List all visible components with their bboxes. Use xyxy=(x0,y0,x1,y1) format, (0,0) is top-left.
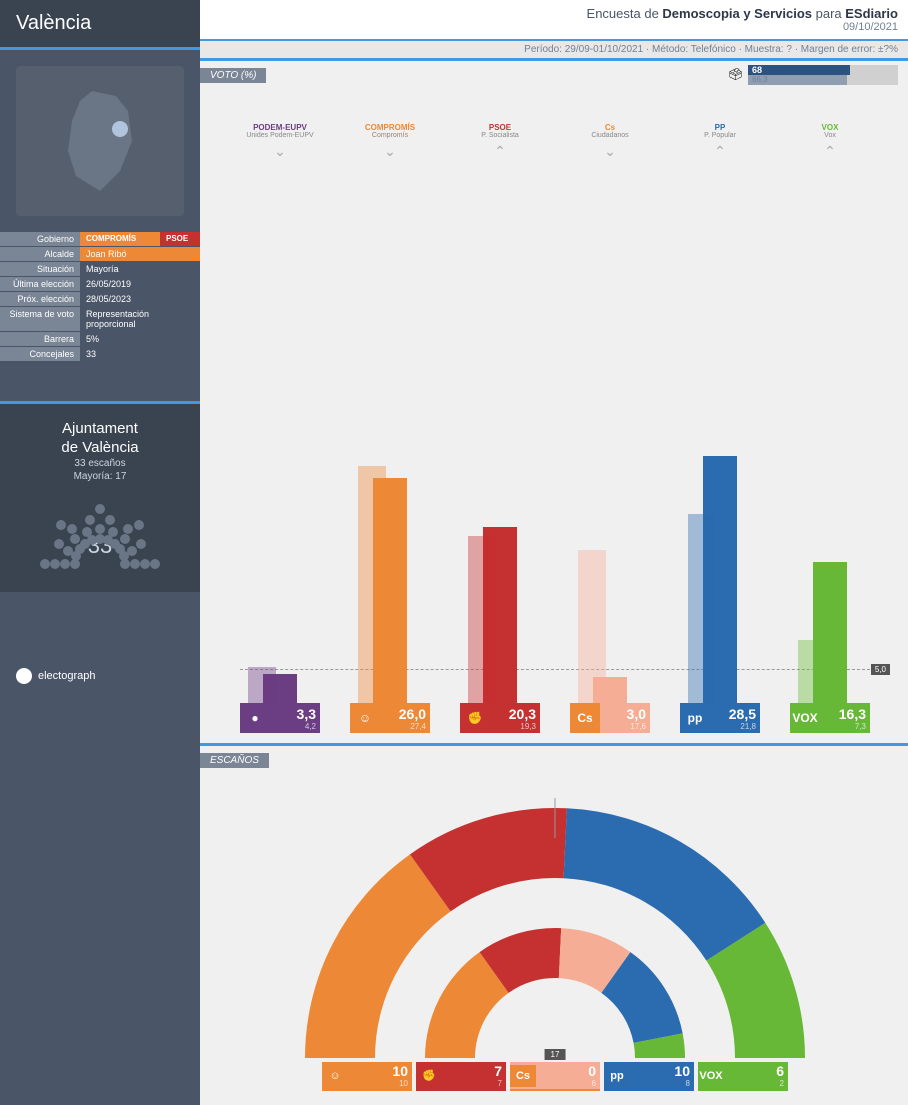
party-header: PSOE P. Socialista xyxy=(460,123,540,164)
vote-chart: PODEM-EUPV Unides Podem-EUPV COMPROMÍS C… xyxy=(200,83,908,443)
ultima-eleccion: 26/05/2019 xyxy=(80,277,200,291)
vote-section: VOTO (%) 🗳 68 66,3 PODEM-EUPV Unides Pod… xyxy=(200,61,908,743)
ballot-icon: 🗳 xyxy=(728,67,743,81)
result-box: Cs 3,017,6 xyxy=(570,703,650,733)
section-label: ESCAÑOS xyxy=(200,753,269,768)
info-label: Gobierno xyxy=(0,232,80,246)
turnout-value: 68 xyxy=(752,65,762,75)
concejales: 33 xyxy=(80,347,200,361)
info-label: Barrera xyxy=(0,332,80,346)
seats-arc-chart: 17 xyxy=(200,768,908,1058)
parliament-section: Ajuntament de València 33 escaños Mayorí… xyxy=(0,404,200,592)
poll-meta: Período: 29/09-01/10/2021 · Método: Tele… xyxy=(200,41,908,58)
info-table: Gobierno COMPROMÍS PSOE Alcalde Joan Rib… xyxy=(0,232,200,361)
seat-result-box: Cs 06 xyxy=(510,1062,600,1091)
info-label: Concejales xyxy=(0,347,80,361)
result-box: pp 28,521,8 xyxy=(680,703,760,733)
result-box: ✊ 20,319,3 xyxy=(460,703,540,733)
seats-section: ESCAÑOS 17 ☺ 1010✊ 77Cs 06pp 108VOX 62 xyxy=(200,746,908,1105)
alcalde-name: Joan Ribó xyxy=(80,247,200,261)
section-label: VOTO (%) xyxy=(200,68,266,83)
gov-party: PSOE xyxy=(160,232,200,246)
poll-date: 09/10/2021 xyxy=(212,21,898,33)
bars-area: 5,0 xyxy=(200,443,908,703)
info-label: Última elección xyxy=(0,277,80,291)
party-header: PP P. Popular xyxy=(680,123,760,164)
party-header: COMPROMÍS Compromís xyxy=(350,123,430,164)
prox-eleccion: 28/05/2023 xyxy=(80,292,200,306)
bar-group xyxy=(350,443,430,703)
result-box: VOX 16,37,3 xyxy=(790,703,870,733)
party-header: Cs Ciudadanos xyxy=(570,123,650,164)
brand-logo: electograph xyxy=(0,652,200,700)
seat-result-box: ✊ 77 xyxy=(416,1062,506,1091)
poll-title: Encuesta de Demoscopia y Servicios para … xyxy=(212,6,898,21)
gov-party: COMPROMÍS xyxy=(80,232,160,246)
region-title: València xyxy=(0,0,200,47)
logo-icon xyxy=(16,668,32,684)
seat-result-box: pp 108 xyxy=(604,1062,694,1091)
results-row: ● 3,34,2 ☺ 26,027,4 ✊ 20,319,3 Cs 3,017,6 pp… xyxy=(200,703,908,743)
main-content: Encuesta de Demoscopia y Servicios para … xyxy=(200,0,908,1105)
bar-group xyxy=(240,443,320,703)
parliament-title: Ajuntament xyxy=(16,420,184,437)
barrera: 5% xyxy=(80,332,200,346)
bar-group xyxy=(680,443,760,703)
seat-result-box: VOX 62 xyxy=(698,1062,788,1091)
turnout-bar: 🗳 68 66,3 xyxy=(748,65,898,85)
poll-header: Encuesta de Demoscopia y Servicios para … xyxy=(200,0,908,41)
seat-result-box: ☺ 1010 xyxy=(322,1062,412,1091)
party-header: PODEM-EUPV Unides Podem-EUPV xyxy=(240,123,320,164)
parliament-title: de València xyxy=(16,439,184,456)
sistema: Representación proporcional xyxy=(80,307,200,331)
result-box: ● 3,34,2 xyxy=(240,703,320,733)
seats-results-row: ☺ 1010✊ 77Cs 06pp 108VOX 62 xyxy=(200,1058,908,1101)
info-label: Próx. elección xyxy=(0,292,80,306)
region-map xyxy=(16,66,184,216)
info-label: Sistema de voto xyxy=(0,307,80,331)
party-header: VOX Vox xyxy=(790,123,870,164)
main-container: València Gobierno COMPROMÍS PSOE Alcalde… xyxy=(0,0,908,1105)
result-box: ☺ 26,027,4 xyxy=(350,703,430,733)
info-label: Situación xyxy=(0,262,80,276)
threshold-line xyxy=(240,669,870,670)
logo-text: electograph xyxy=(38,670,96,682)
threshold-label: 5,0 xyxy=(871,664,890,675)
majority-text: Mayoría: 17 xyxy=(16,471,184,482)
situacion: Mayoría xyxy=(80,262,200,276)
majority-marker xyxy=(555,798,556,1058)
info-label: Alcalde xyxy=(0,247,80,261)
bar-group xyxy=(570,443,650,703)
bar-group xyxy=(790,443,870,703)
bar-group xyxy=(460,443,540,703)
map-section xyxy=(0,50,200,232)
hemicycle-icon: 33 xyxy=(30,494,170,564)
seats-count: 33 escaños xyxy=(16,458,184,469)
sidebar: València Gobierno COMPROMÍS PSOE Alcalde… xyxy=(0,0,200,1105)
